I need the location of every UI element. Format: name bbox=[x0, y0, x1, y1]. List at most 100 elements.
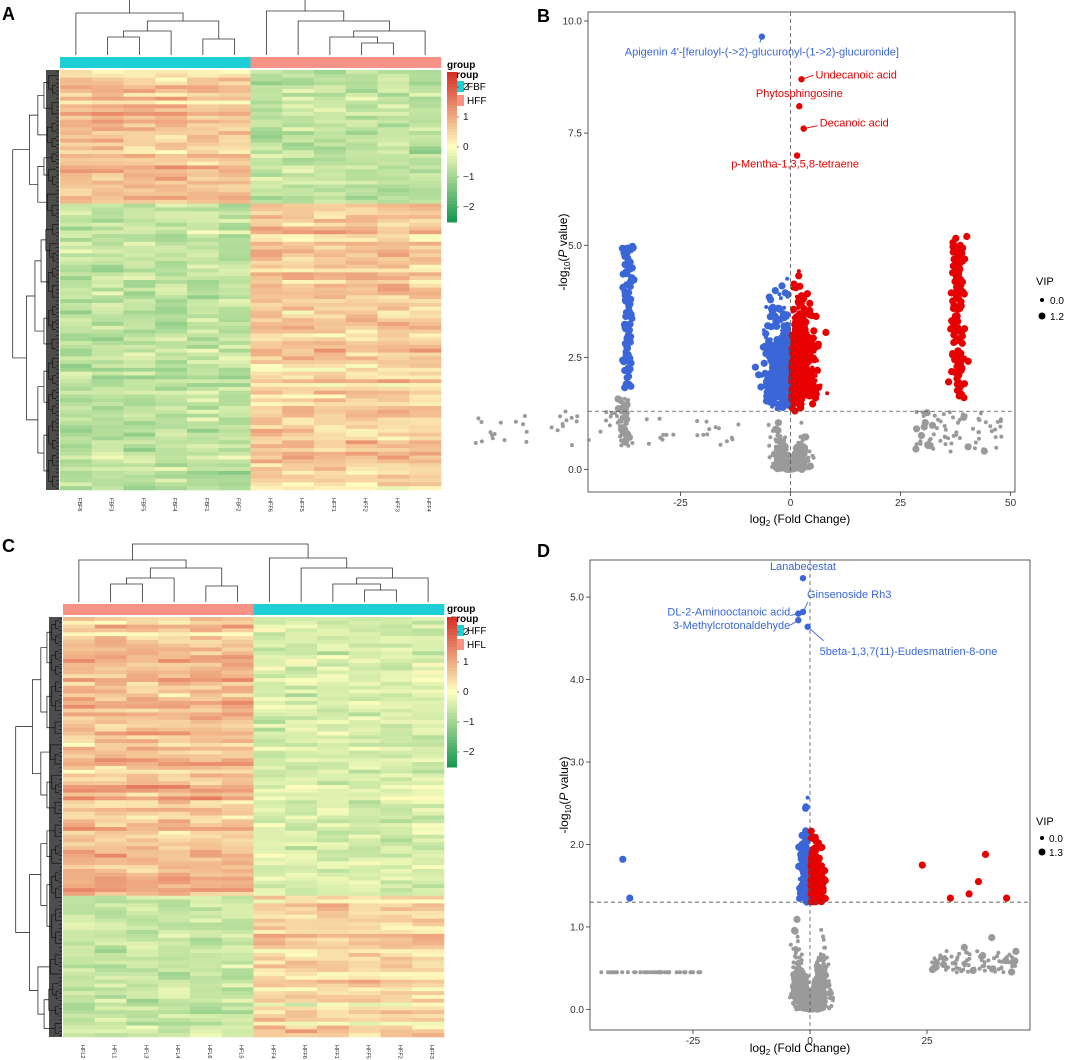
heatmap-cell bbox=[187, 218, 220, 224]
heatmap-cell bbox=[94, 727, 127, 732]
heatmap-cell bbox=[250, 169, 283, 174]
heatmap-cell bbox=[158, 670, 191, 675]
heatmap-cell bbox=[377, 406, 410, 411]
heatmap-cell bbox=[314, 241, 347, 246]
heatmap-cell bbox=[250, 459, 283, 464]
point-ns bbox=[618, 434, 622, 439]
heatmap-cell bbox=[409, 211, 442, 216]
heatmap-cell bbox=[282, 337, 315, 342]
color-scale-step bbox=[447, 180, 457, 184]
color-scale-step bbox=[447, 719, 457, 723]
color-scale-step bbox=[447, 749, 457, 753]
heatmap-cell bbox=[126, 811, 159, 816]
color-scale-step bbox=[447, 123, 457, 127]
heatmap-cell bbox=[380, 918, 413, 923]
heatmap-cell bbox=[380, 907, 413, 912]
heatmap-cell bbox=[158, 1010, 191, 1015]
point-up bbox=[790, 305, 798, 313]
heatmap-cell bbox=[187, 215, 220, 220]
heatmap-cell bbox=[317, 651, 350, 656]
heatmap-cell bbox=[221, 869, 254, 874]
heatmap-cell bbox=[282, 367, 315, 372]
heatmap-cell bbox=[345, 253, 378, 258]
heatmap-cell bbox=[63, 998, 96, 1003]
heatmap-cell bbox=[218, 329, 251, 334]
heatmap-cell bbox=[155, 306, 188, 311]
heatmap-cell bbox=[317, 712, 350, 717]
heatmap-cell bbox=[221, 773, 254, 778]
heatmap-cell bbox=[253, 781, 286, 786]
heatmap-cell bbox=[221, 1002, 254, 1007]
group-annotation-cell bbox=[155, 57, 188, 68]
heatmap-cell bbox=[345, 215, 378, 220]
heatmap-cell bbox=[380, 762, 413, 767]
heatmap-cell bbox=[155, 226, 188, 231]
heatmap-cell bbox=[60, 89, 93, 94]
heatmap-cell bbox=[253, 796, 286, 801]
heatmap-cell bbox=[282, 348, 315, 353]
heatmap-cell bbox=[317, 983, 350, 988]
point-ns bbox=[664, 432, 669, 437]
heatmap-cell bbox=[221, 674, 254, 679]
point-ns bbox=[783, 452, 788, 457]
heatmap-cell bbox=[285, 704, 318, 709]
heatmap-cell bbox=[91, 276, 124, 281]
heatmap-cell bbox=[63, 1006, 96, 1011]
point-ns bbox=[776, 433, 781, 438]
heatmap-cell bbox=[126, 785, 159, 790]
heatmap-cell bbox=[91, 257, 124, 262]
heatmap-cell bbox=[190, 865, 223, 870]
heatmap-cell bbox=[412, 953, 445, 958]
heatmap-cell bbox=[285, 914, 318, 919]
heatmap-cell bbox=[317, 727, 350, 732]
heatmap-cell bbox=[285, 769, 318, 774]
heatmap-cell bbox=[63, 926, 96, 931]
heatmap-cell bbox=[377, 448, 410, 453]
heatmap-cell bbox=[380, 891, 413, 897]
heatmap-cell bbox=[190, 972, 223, 977]
heatmap-cell bbox=[190, 716, 223, 721]
heatmap-cell bbox=[187, 337, 220, 342]
heatmap-cell bbox=[253, 983, 286, 988]
heatmap-cell bbox=[60, 478, 93, 483]
heatmap-cell bbox=[348, 681, 381, 687]
color-scale-step bbox=[447, 653, 457, 657]
heatmap-cell bbox=[348, 827, 381, 832]
point-down bbox=[764, 305, 769, 309]
heatmap-cell bbox=[155, 146, 188, 151]
heatmap-cell bbox=[218, 276, 251, 281]
heatmap-cell bbox=[282, 138, 315, 143]
heatmap-cell bbox=[91, 379, 124, 384]
heatmap-cell bbox=[218, 260, 251, 266]
point-up bbox=[804, 389, 809, 394]
group-annotation-cell bbox=[409, 57, 442, 68]
heatmap-cell bbox=[190, 914, 223, 919]
heatmap-cell bbox=[412, 987, 445, 992]
heatmap-cell bbox=[345, 70, 378, 75]
color-scale-step bbox=[447, 758, 457, 762]
heatmap-cell bbox=[412, 926, 445, 931]
heatmap-cell bbox=[345, 287, 378, 292]
heatmap-cell bbox=[221, 968, 254, 973]
heatmap-cell bbox=[314, 280, 347, 285]
heatmap-cell bbox=[187, 333, 220, 338]
heatmap-cell bbox=[253, 773, 286, 778]
heatmap-cell bbox=[317, 746, 350, 751]
heatmap-cell bbox=[285, 930, 318, 935]
heatmap-cell bbox=[282, 409, 315, 414]
heatmap-cell bbox=[348, 773, 381, 778]
heatmap-cell bbox=[123, 169, 156, 174]
heatmap-cell bbox=[155, 77, 188, 82]
dendrogram-branch bbox=[29, 114, 38, 185]
point-ns bbox=[963, 413, 968, 418]
heatmap-cell bbox=[126, 670, 159, 675]
heatmap-cell bbox=[314, 85, 347, 90]
heatmap-cell bbox=[250, 302, 283, 308]
heatmap-cell bbox=[314, 409, 347, 414]
heatmap-cell bbox=[123, 108, 156, 113]
heatmap-cell bbox=[60, 379, 93, 384]
heatmap-cells-c bbox=[63, 617, 445, 1038]
point-ns bbox=[695, 419, 700, 423]
heatmap-cell bbox=[348, 949, 381, 954]
heatmap-cell bbox=[126, 731, 159, 736]
